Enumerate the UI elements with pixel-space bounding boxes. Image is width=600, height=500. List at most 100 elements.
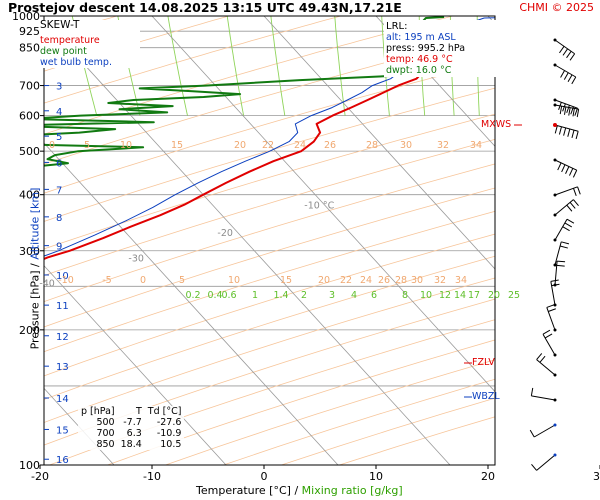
theta-label-top: 32 [437, 140, 449, 151]
wind-barb-flag [575, 131, 579, 140]
wind-barb-flag [571, 76, 577, 85]
theta-label-mid: -10 [58, 275, 74, 286]
theta-label-mid: 15 [280, 275, 292, 286]
wind-barb-shaft [554, 218, 568, 241]
stats-td: -10.9 [156, 428, 182, 439]
isotherm-line [375, 16, 495, 147]
wind-barb-flag [554, 125, 558, 134]
x-tick-label: -10 [143, 470, 161, 483]
wind-barb-flag [531, 463, 537, 471]
x-tick-label: -20 [31, 470, 49, 483]
dry-adiabat-line [44, 277, 495, 423]
credit-label: CHMI © 2025 [519, 1, 594, 14]
theta-label-mid: 34 [455, 275, 467, 286]
wind-barb-shaft [554, 124, 579, 132]
y-axis-label-press: Pressure [hPa] [28, 270, 42, 350]
dry-adiabat-line [107, 339, 495, 465]
isotherm-label: -30 [128, 253, 144, 264]
dry-adiabat-line [281, 397, 495, 465]
dry-adiabat-line [44, 87, 495, 222]
wind-barb-flag [559, 245, 568, 249]
lrl-alt: alt: 195 m ASL [386, 32, 456, 43]
wind-barb-flag [563, 106, 567, 115]
altitude-tick-label: 14 [56, 394, 69, 405]
pressure-tick-label: 200 [19, 324, 40, 337]
dry-adiabat-line [44, 113, 495, 250]
dry-adiabat-line [44, 16, 453, 135]
dry-adiabat-line [44, 163, 495, 303]
theta-label-mid: 32 [434, 275, 446, 286]
x-axis-label: Temperature [°C] / Mixing ratio [g/kg] [196, 484, 403, 497]
wind-barb-dot [553, 328, 557, 332]
isotherm-label: -10 °C [304, 201, 334, 212]
wind-barb-flag [576, 109, 580, 118]
mixing-ratio-line [539, 16, 541, 116]
isotherm-line [44, 387, 115, 465]
theta-label-top: 20 [234, 140, 246, 151]
wind-barb-shaft [554, 39, 575, 55]
wind-barb-shaft [542, 333, 556, 356]
y-axis-label-sep: / [28, 259, 42, 271]
wind-barb-flag [568, 107, 571, 116]
wind-barb-dot [553, 158, 557, 162]
mixing-ratio-label: 8 [402, 290, 408, 301]
wind-barb-shaft [554, 159, 577, 171]
altitude-tick-label: 7 [56, 185, 62, 196]
fzlv-marker: FZLV [472, 357, 495, 368]
wind-barb-shaft [536, 359, 556, 376]
wind-barb-flag [572, 108, 575, 117]
mixing-ratio-line [578, 16, 582, 116]
theta-label-top: 10 [120, 140, 132, 151]
wind-barb-shaft [536, 454, 556, 471]
wind-barb-shaft [531, 395, 556, 401]
x-tick-label: 30 [593, 470, 600, 483]
mixing-ratio-label: 14 [454, 290, 466, 301]
wind-barb-flag [557, 162, 562, 171]
legend-temperature: temperature [40, 35, 100, 46]
altitude-tick-label: 11 [56, 301, 69, 312]
wind-barb-flag [539, 355, 546, 363]
theta-label-top: 22 [262, 140, 274, 151]
stats-p: 700 [96, 428, 115, 439]
dry-adiabat-line [44, 187, 495, 328]
wind-barb-flag [546, 304, 555, 308]
wind-barb-dot [553, 373, 557, 377]
mxws-dot [553, 123, 557, 127]
theta-label-top: 30 [400, 140, 412, 151]
wind-barb-shaft [554, 64, 577, 78]
stats-t: -7.7 [123, 417, 142, 428]
wind-barb-flag [557, 260, 566, 263]
theta-label-mid: 5 [179, 275, 185, 286]
theta-label-mid: 0 [140, 275, 146, 286]
isotherm-label: -40 [39, 278, 55, 289]
stats-td: 10.5 [160, 439, 182, 450]
wind-barb-dot [553, 353, 557, 357]
isotherm-line [0, 16, 2, 465]
altitude-tick-label: 12 [56, 332, 69, 343]
isotherm-line [44, 265, 227, 465]
stats-p: 850 [96, 439, 115, 450]
legend-skew-title: SKEW-T [40, 19, 80, 31]
theta-label-mid: -5 [102, 275, 111, 286]
wind-barb-flag [558, 126, 562, 135]
wind-barb-flag [566, 218, 575, 224]
pressure-tick-label: 925 [19, 25, 40, 38]
dry-adiabat-line [44, 60, 495, 194]
wind-barb-flag [577, 186, 581, 195]
wind-barb-flag [556, 264, 565, 267]
wind-barb-flag [542, 329, 551, 335]
altitude-tick-label: 15 [56, 425, 69, 436]
altitude-tick-label: 13 [56, 362, 69, 373]
mixing-ratio-label: 10 [420, 290, 432, 301]
pressure-tick-label: 850 [19, 42, 40, 55]
theta-label-mid: 22 [340, 275, 352, 286]
lrl-heading: LRL: [386, 21, 408, 32]
pressure-tick-label: 500 [19, 145, 40, 158]
isotherm-line [44, 19, 451, 465]
wind-barb-dot [553, 63, 557, 67]
wind-barb-flag [559, 46, 565, 54]
wind-barb-flag [562, 103, 566, 112]
mixing-ratio-line [270, 16, 286, 116]
wind-barb-shaft [554, 186, 578, 196]
theta-label-top: 34 [470, 140, 482, 151]
